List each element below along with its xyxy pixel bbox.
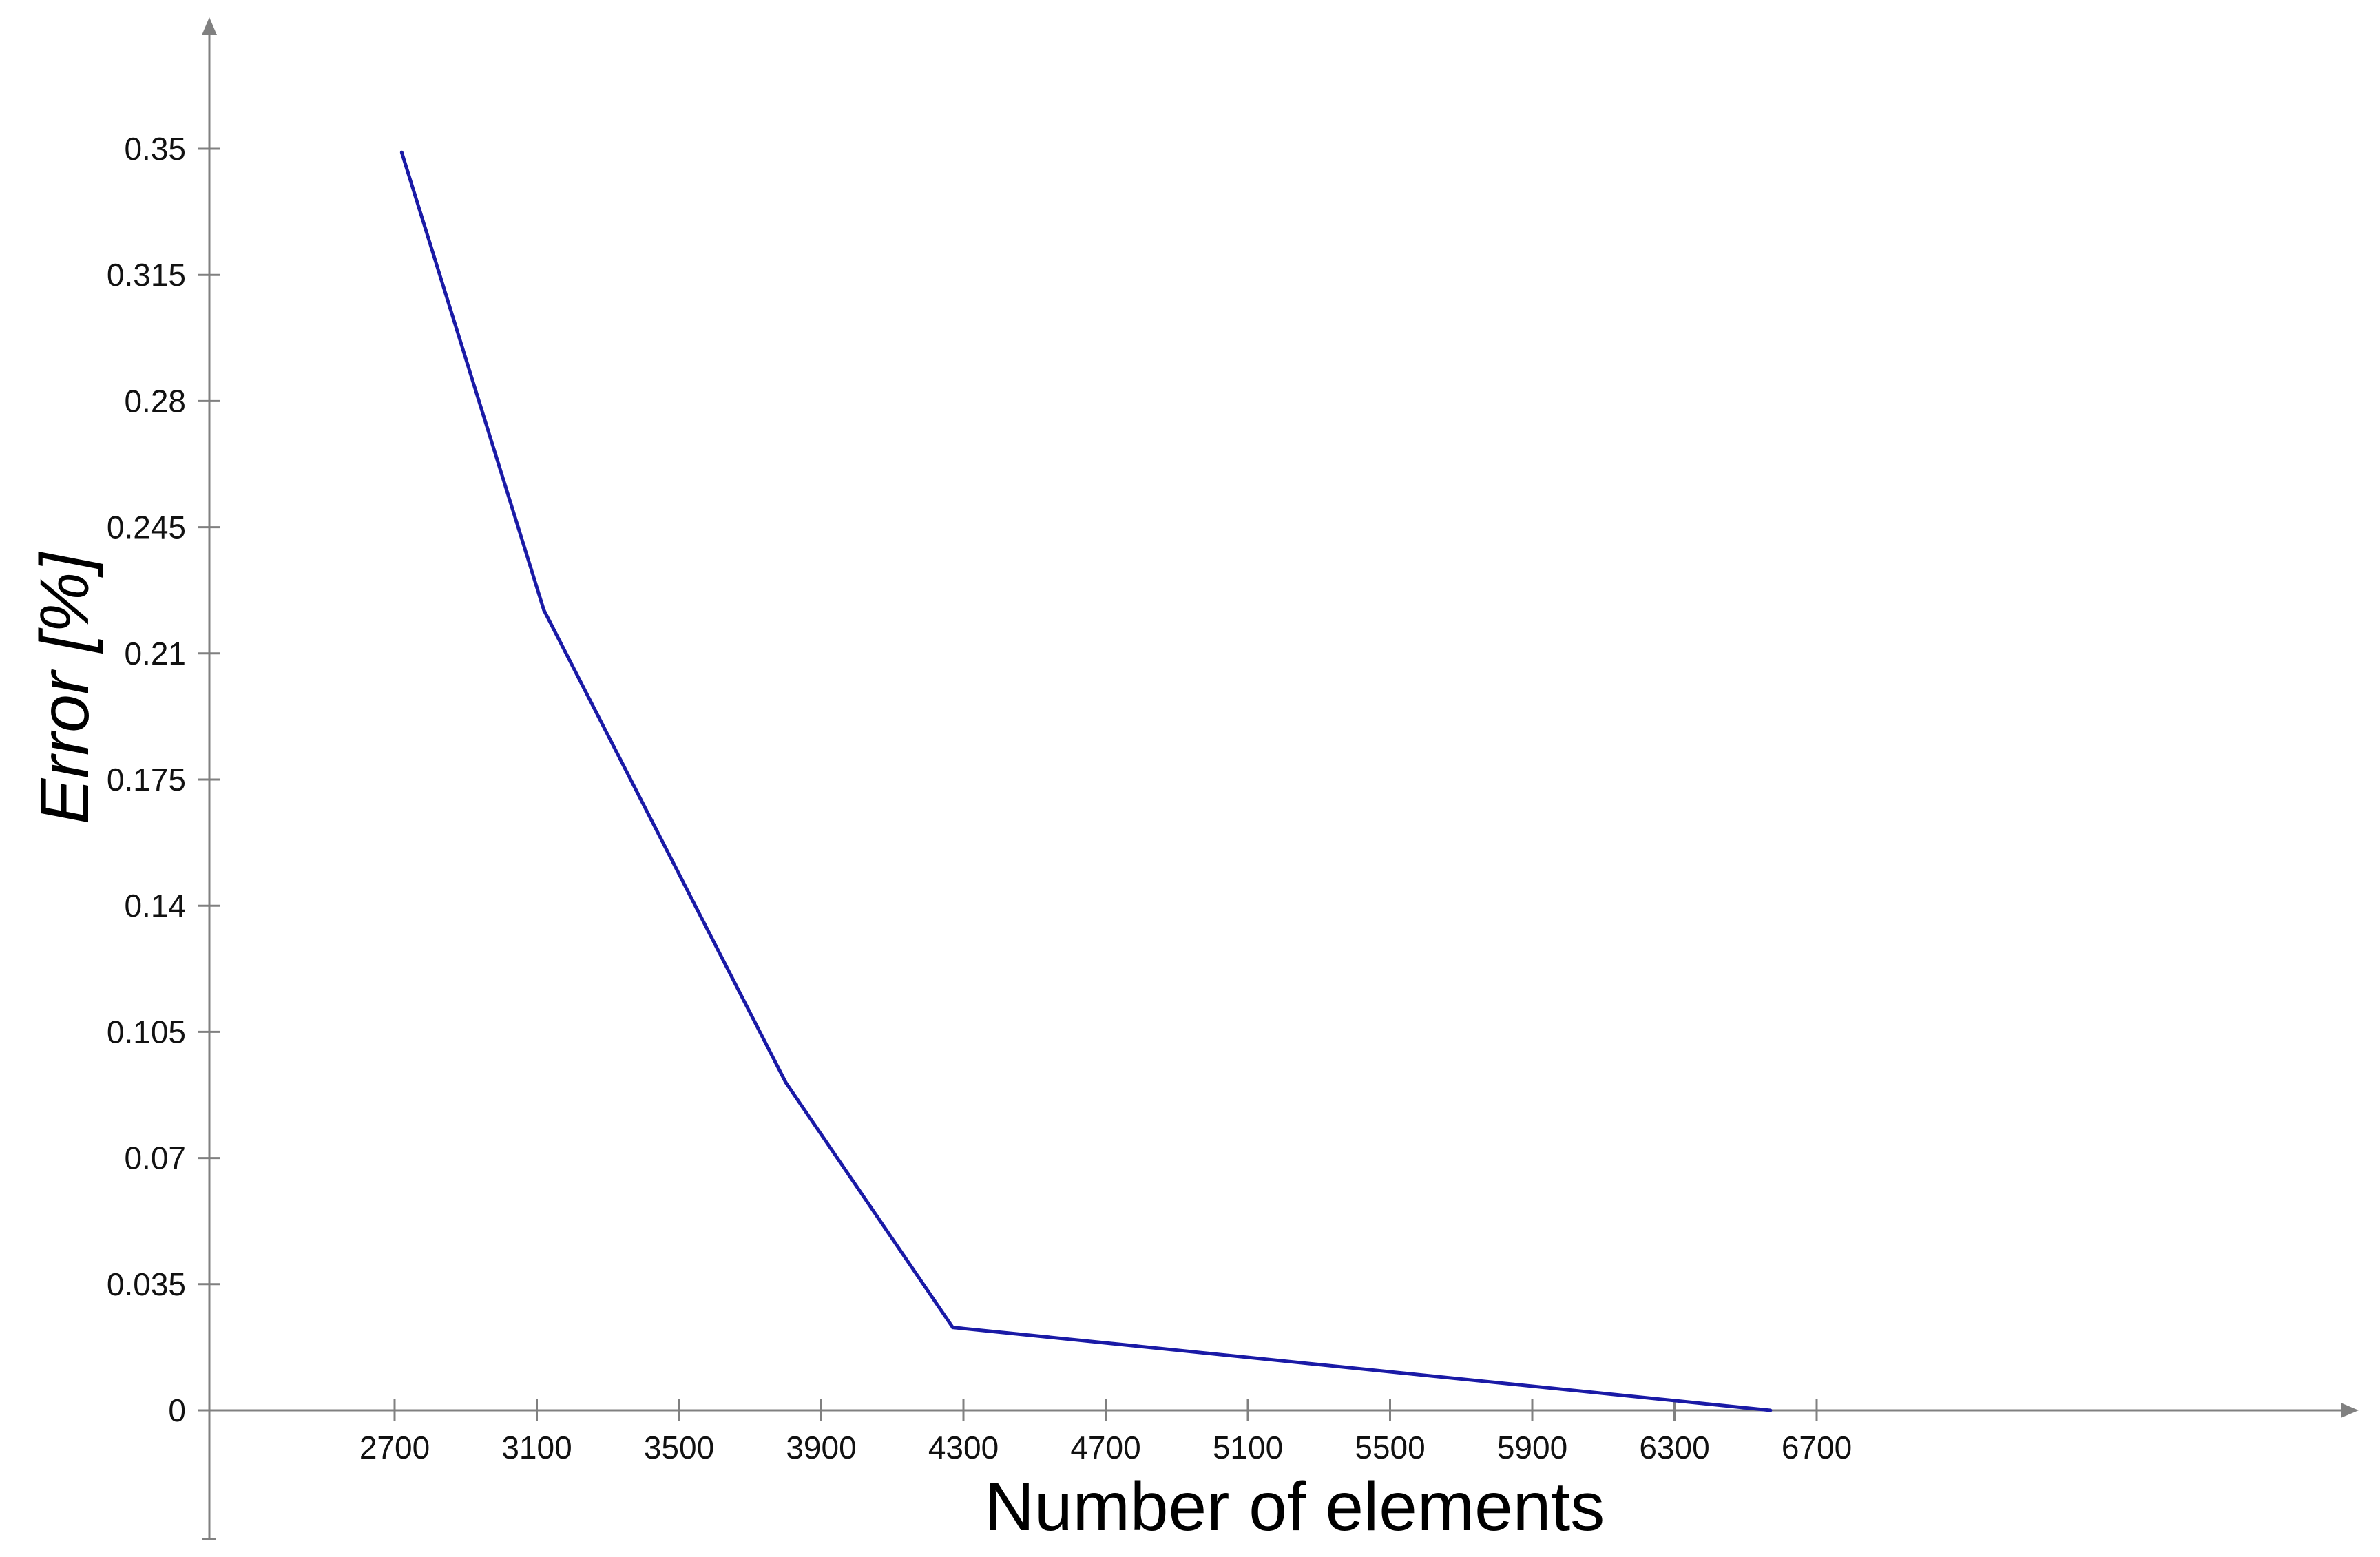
x-axis-ticks: 2700 3100 3500 3900 4300 4700 5100 5500 5900 6300… (359, 1399, 1852, 1465)
y-tick-label: 0.07 (124, 1140, 186, 1176)
data-point (951, 1326, 955, 1330)
y-tick-label: 0.315 (107, 257, 186, 293)
x-tick-label: 3900 (786, 1430, 856, 1465)
y-tick-label: 0.035 (107, 1266, 186, 1302)
y-tick-label: 0.28 (124, 383, 186, 419)
x-axis-title: Number of elements (985, 1468, 1605, 1545)
axes (202, 17, 2359, 1540)
data-point (542, 608, 546, 612)
y-tick-label: 0 (168, 1392, 186, 1428)
x-tick-label: 3500 (644, 1430, 714, 1465)
y-tick-label: 0.245 (107, 510, 186, 545)
x-tick-label: 2700 (359, 1430, 430, 1465)
x-tick-label: 5900 (1497, 1430, 1567, 1465)
x-axis-arrow (2341, 1403, 2359, 1418)
x-tick-label: 4700 (1070, 1430, 1140, 1465)
x-tick-label: 6700 (1782, 1430, 1852, 1465)
y-axis-ticks: 0 0.035 0.07 0.105 0.14 0.175 0.21 0.245 0.28 0.3… (107, 131, 220, 1428)
data-point (399, 150, 404, 154)
y-tick-label: 0.105 (107, 1014, 186, 1049)
x-tick-label: 3100 (501, 1430, 572, 1465)
y-tick-label: 0.21 (124, 636, 186, 671)
x-tick-label: 5100 (1213, 1430, 1283, 1465)
y-tick-label: 0.35 (124, 131, 186, 167)
x-tick-label: 4300 (928, 1430, 999, 1465)
x-tick-label: 5500 (1355, 1430, 1425, 1465)
series-group (399, 150, 1773, 1412)
y-axis-title: Error [%] (26, 552, 103, 825)
series-line (399, 151, 1771, 1412)
data-point (784, 1080, 788, 1085)
y-tick-label: 0.14 (124, 888, 186, 923)
x-tick-label: 6300 (1639, 1430, 1709, 1465)
y-tick-label: 0.175 (107, 762, 186, 797)
data-point (1768, 1408, 1773, 1412)
y-axis-arrow (202, 17, 217, 35)
